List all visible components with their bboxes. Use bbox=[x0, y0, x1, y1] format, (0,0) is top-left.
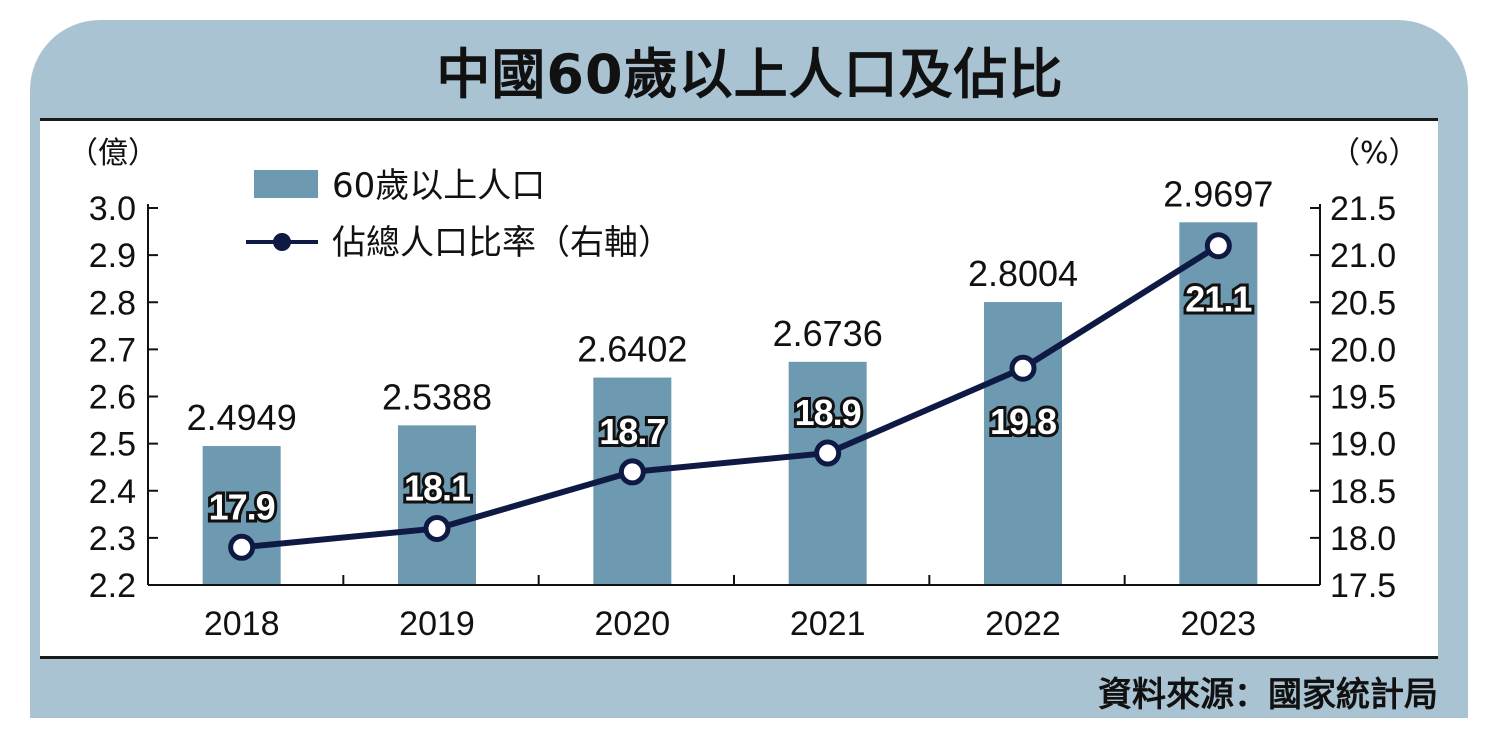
chart-title: 中國60歲以上人口及佔比 bbox=[436, 43, 1064, 106]
legend-line-marker bbox=[273, 233, 291, 251]
right-tick-label: 17.5 bbox=[1330, 567, 1396, 605]
ratio-line bbox=[241, 243, 1220, 551]
right-tick-label: 21.5 bbox=[1330, 190, 1396, 228]
source-note: 資料來源：國家統計局 bbox=[1098, 675, 1438, 715]
ratio-point-2018 bbox=[228, 533, 256, 561]
right-tick-label: 21.0 bbox=[1330, 237, 1396, 275]
bar-2021 bbox=[788, 361, 867, 585]
x-tick-label: 2020 bbox=[595, 605, 671, 643]
bar-value-label: 2.8004 bbox=[968, 253, 1078, 294]
left-tick-label: 2.6 bbox=[89, 379, 136, 417]
left-tick-label: 3.0 bbox=[89, 190, 136, 228]
ratio-value-label: 18.7 bbox=[599, 411, 665, 452]
ratio-value-label: 21.1 bbox=[1185, 279, 1252, 320]
ratio-point-2019 bbox=[423, 514, 451, 542]
legend-line-label: 佔總人口比率（右軸） bbox=[332, 223, 672, 263]
bar-value-label: 2.6402 bbox=[577, 329, 687, 370]
right-tick-label: 20.5 bbox=[1330, 284, 1396, 322]
bar-value-label: 2.9697 bbox=[1163, 173, 1273, 214]
right-tick-label: 19.5 bbox=[1330, 379, 1396, 417]
x-tick-label: 2022 bbox=[985, 605, 1061, 643]
ratio-value-label: 19.8 bbox=[990, 401, 1056, 442]
right-tick-label: 19.0 bbox=[1330, 426, 1396, 464]
bar-2023 bbox=[1179, 222, 1258, 585]
left-tick-label: 2.8 bbox=[89, 284, 136, 322]
ratio-value-label: 17.9 bbox=[209, 486, 275, 527]
right-tick-label: 20.0 bbox=[1330, 331, 1396, 369]
x-tick-label: 2021 bbox=[790, 605, 866, 643]
left-tick-label: 2.3 bbox=[89, 520, 136, 558]
left-tick-label: 2.5 bbox=[89, 426, 136, 464]
right-tick-label: 18.0 bbox=[1330, 520, 1396, 558]
bar-value-label: 2.5388 bbox=[382, 376, 492, 417]
source-divider bbox=[40, 656, 1438, 659]
x-tick-label: 2023 bbox=[1181, 605, 1257, 643]
bar-2019 bbox=[398, 425, 476, 585]
ratio-point-2020 bbox=[618, 458, 646, 486]
bar-value-label: 2.6736 bbox=[773, 313, 883, 354]
left-tick-label: 2.9 bbox=[89, 237, 136, 275]
right-axis-unit: （%） bbox=[1330, 136, 1419, 171]
bar-2018 bbox=[202, 446, 281, 585]
ratio-value-label: 18.9 bbox=[795, 392, 861, 433]
ratio-point-2022 bbox=[1009, 354, 1037, 382]
left-axis-unit: （億） bbox=[68, 136, 158, 171]
legend-bar-label: 60歲以上人口 bbox=[332, 166, 545, 206]
bar-2022 bbox=[984, 302, 1062, 585]
x-tick-label: 2018 bbox=[204, 605, 280, 643]
left-tick-label: 2.2 bbox=[89, 567, 136, 605]
left-tick-label: 2.7 bbox=[89, 331, 136, 369]
x-tick-label: 2019 bbox=[399, 605, 475, 643]
left-tick-label: 2.4 bbox=[89, 473, 136, 511]
ratio-point-2023 bbox=[1204, 232, 1232, 260]
title-divider bbox=[40, 118, 1438, 121]
bar-value-label: 2.4949 bbox=[187, 397, 297, 438]
ratio-point-2021 bbox=[814, 439, 842, 467]
legend-bar-swatch bbox=[254, 170, 318, 198]
right-tick-label: 18.5 bbox=[1330, 473, 1396, 511]
ratio-value-label: 18.1 bbox=[404, 467, 471, 508]
